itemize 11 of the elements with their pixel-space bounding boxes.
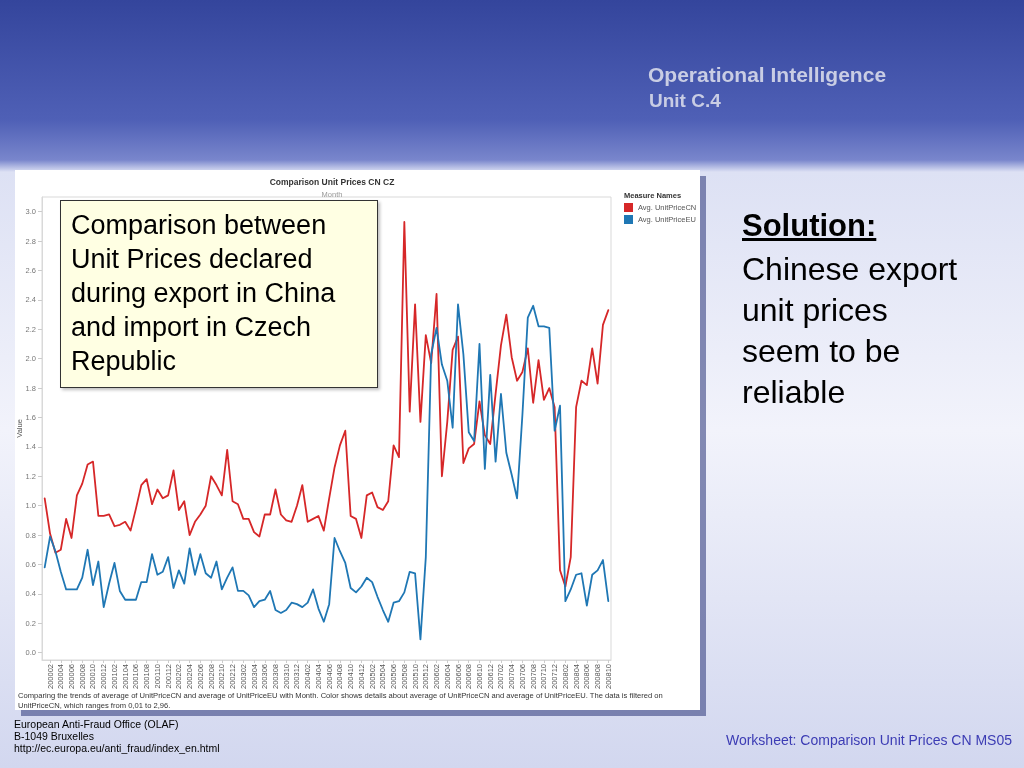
text: http://ec.europa.eu/anti_fraud/index_en.html	[14, 742, 220, 754]
text: Chinese export unit prices seem to be reliable	[742, 250, 959, 412]
annotation: Comparison between Unit Prices declared during export in China and import in Czech Republic	[71, 210, 336, 376]
text: European Anti-Fraud Office (OLAF)	[14, 718, 179, 730]
text: Operational Intelligence	[648, 63, 887, 87]
chart-title: Comparison Unit Prices CN CZ	[269, 176, 395, 187]
text: Solution:	[742, 208, 877, 244]
text: Unit C.4	[649, 90, 721, 112]
text: B-1049 Bruxelles	[14, 730, 94, 742]
text: Worksheet: Comparison Unit Prices CN MS05	[725, 732, 1012, 748]
callout-box: Comparison between Unit Prices declared during export in China and import in Czech Republic	[60, 200, 378, 388]
